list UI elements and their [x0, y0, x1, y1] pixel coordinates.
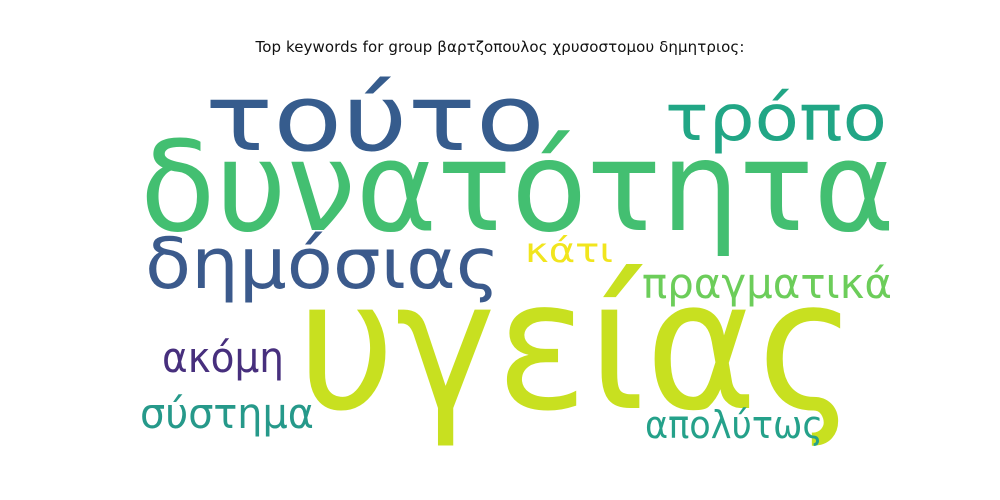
word-tropo: τρόπο — [665, 82, 887, 156]
wordcloud-title: Top keywords for group βαρτζοπουλος χρυσ… — [255, 38, 745, 56]
word-kati: κάτι — [525, 231, 613, 271]
word-dimosias: δημόσιας — [145, 223, 500, 305]
word-akomi: ακόμη — [162, 333, 284, 382]
word-apolytos: απολύτως — [645, 403, 823, 447]
word-ygeias: υγείας — [297, 242, 857, 451]
word-systima: σύστημα — [140, 389, 314, 438]
word-touto: τούτο — [205, 65, 545, 172]
word-dynatotita: δυνατότητα — [140, 115, 895, 260]
word-pragmatika: πραγματικά — [642, 259, 892, 308]
